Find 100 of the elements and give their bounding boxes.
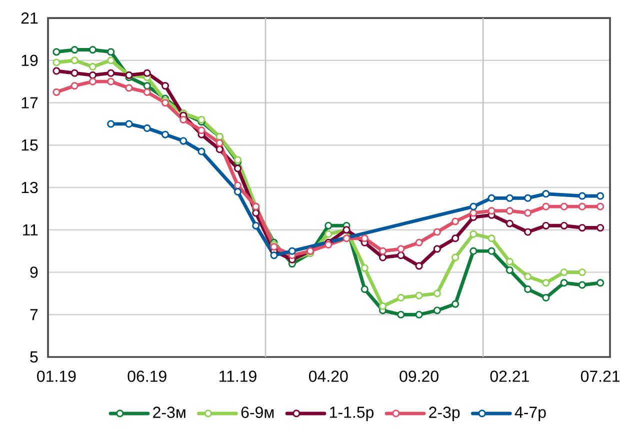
point	[180, 137, 188, 145]
x-tick-label: 02.21	[490, 370, 529, 382]
point	[378, 247, 387, 255]
point	[596, 192, 604, 200]
legend-label: 6-9м	[241, 406, 274, 418]
x-tick-label: 04.20	[309, 370, 348, 382]
point	[596, 224, 604, 232]
point	[70, 46, 78, 54]
point	[542, 294, 550, 302]
y-tick-label: 19	[22, 54, 38, 66]
point	[198, 148, 206, 156]
point	[488, 247, 496, 255]
point	[234, 182, 242, 190]
x-tick-label: 09.20	[400, 370, 438, 382]
point	[433, 290, 441, 298]
point	[360, 285, 368, 294]
point	[143, 69, 151, 77]
y-tick-label: 13	[22, 182, 38, 194]
point	[88, 46, 97, 54]
point	[234, 188, 242, 196]
point	[524, 209, 532, 217]
point	[107, 48, 115, 56]
point	[452, 254, 460, 262]
point	[433, 245, 441, 253]
point	[452, 300, 460, 308]
point	[560, 268, 568, 276]
point	[397, 252, 405, 260]
point	[524, 228, 532, 236]
legend-label: 1-1.5р	[330, 406, 374, 422]
point	[524, 272, 532, 280]
point	[107, 56, 115, 64]
point	[560, 202, 568, 210]
point	[125, 84, 133, 92]
point	[70, 56, 78, 64]
point	[506, 194, 514, 202]
point	[470, 230, 478, 238]
point	[143, 88, 151, 96]
point	[198, 126, 206, 134]
point	[378, 302, 387, 310]
point	[542, 222, 550, 230]
point	[324, 230, 332, 238]
point	[433, 306, 441, 314]
point	[143, 124, 151, 132]
point	[542, 279, 550, 287]
point	[578, 202, 586, 210]
point	[88, 78, 97, 86]
point	[397, 310, 405, 318]
point	[452, 234, 460, 242]
point	[198, 116, 206, 124]
point	[470, 247, 478, 255]
point	[324, 222, 332, 230]
point	[216, 139, 224, 147]
legend-label: 2-3р	[429, 406, 460, 422]
point	[52, 88, 60, 96]
y-tick-label: 21	[21, 12, 38, 24]
y-tick-label: 7	[30, 309, 38, 320]
point	[143, 82, 151, 90]
point	[360, 234, 368, 242]
point	[216, 146, 224, 154]
point	[506, 220, 514, 228]
point	[452, 218, 460, 226]
point	[88, 71, 97, 80]
y-tick-label: 9	[30, 266, 38, 278]
y-tick-label: 15	[22, 140, 38, 151]
point	[107, 78, 115, 86]
point	[596, 279, 604, 287]
point	[578, 281, 586, 289]
point	[125, 120, 133, 128]
point	[560, 279, 568, 287]
point	[506, 258, 514, 266]
y-tick-label: 5	[30, 351, 38, 363]
point	[70, 82, 78, 90]
point	[397, 294, 405, 302]
point	[415, 238, 423, 246]
point	[488, 194, 496, 202]
point	[397, 245, 405, 253]
point	[52, 67, 60, 75]
point	[542, 202, 550, 210]
point	[234, 164, 242, 172]
point	[433, 228, 441, 236]
x-tick-label: 01.19	[37, 370, 76, 382]
point	[161, 130, 170, 138]
point	[161, 82, 170, 90]
point	[378, 254, 387, 262]
point	[324, 240, 332, 249]
x-tick-label: 06.19	[128, 370, 166, 382]
point	[415, 292, 423, 300]
point	[360, 264, 368, 272]
point	[70, 69, 78, 77]
point	[578, 192, 586, 200]
point	[560, 222, 568, 230]
point	[342, 234, 350, 242]
point	[252, 209, 260, 217]
point	[252, 222, 260, 230]
point	[470, 202, 478, 210]
point	[415, 262, 423, 270]
point	[506, 266, 514, 274]
point	[578, 268, 586, 276]
point	[52, 48, 60, 56]
point	[180, 116, 188, 124]
